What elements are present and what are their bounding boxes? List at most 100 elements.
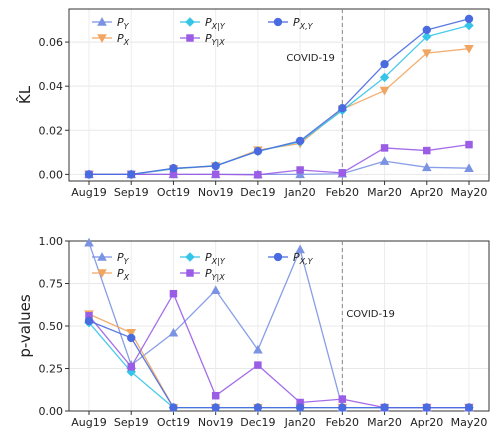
legend-swatch-marker [185, 17, 195, 27]
series-p-y-x-point [211, 391, 220, 400]
series-p-x-y-point [422, 31, 432, 42]
x-tick-label: Feb20 [326, 186, 359, 199]
y-tick-label: 0.06 [39, 36, 64, 49]
series-p-y-x-point [423, 146, 431, 155]
series-p-x-point [379, 86, 390, 96]
legend-label: PX [117, 32, 130, 47]
x-tick-label: May20 [451, 416, 488, 429]
y-axis-label: p-values [16, 294, 34, 358]
series-p-y-point [253, 344, 263, 354]
series-p-x-y-point [211, 161, 220, 171]
x-tick-label: Dec19 [240, 186, 275, 199]
series-p-y-point [379, 156, 390, 165]
series-p-y-x-point [127, 363, 135, 371]
x-tick-label: Apr20 [410, 186, 443, 199]
legend-label: PX,Y [293, 251, 314, 266]
series-p-y-point [295, 169, 305, 179]
x-tick-label: Jan20 [284, 416, 316, 429]
legend-swatch-marker [273, 17, 283, 27]
series-p-y-x-point [254, 361, 262, 369]
y-tick-label: 0.00 [39, 405, 64, 418]
series-p-y-x-line [88, 292, 469, 409]
x-tick-label: Sep19 [114, 416, 149, 429]
series-p-y-point [168, 327, 179, 337]
x-tick-label: Oct19 [157, 416, 190, 429]
chart-panel-2: 0.00 0.25 0.50 0.75 1.00 Aug19 Sep19 Oct19 Nov19… [16, 235, 490, 429]
series-p-y-point [295, 244, 305, 254]
series-p-y-x-point [169, 289, 178, 298]
legend-label: PX [117, 267, 130, 282]
series-p-y-x-point [380, 144, 389, 152]
y-tick-label: 0.75 [39, 278, 64, 291]
series-p-x-y-line [88, 320, 469, 409]
x-tick-label: Nov19 [198, 186, 233, 199]
series-p-x-y-point [169, 403, 178, 412]
x-tick-label: Nov19 [198, 416, 233, 429]
series-p-y-x-line [89, 143, 470, 176]
y-axis-label: K̂L [15, 85, 34, 104]
x-tick-label: Feb20 [326, 416, 359, 429]
series-p-x-y-point [169, 164, 178, 173]
legend-label: PY [117, 16, 130, 31]
series-p-x-point [126, 329, 137, 338]
plot-frame [68, 8, 490, 182]
series-p-x-y-point [338, 104, 347, 113]
series-p-x-y-point [422, 25, 431, 35]
series-p-y-x-point [254, 171, 262, 179]
series-p-x-y-point [84, 316, 94, 326]
legend-label: PX|Y [205, 251, 226, 266]
series-p-x-y-line [88, 322, 469, 409]
legend-label: PY|X [205, 32, 225, 47]
legend-swatch-marker [97, 252, 107, 261]
y-tick-label: 0.25 [39, 363, 64, 376]
series-p-x-y-line [89, 18, 470, 176]
series-p-x-y-point [295, 403, 305, 412]
x-tick-label: Aug19 [71, 186, 106, 199]
covid-annotation: COVID-19 [286, 53, 335, 64]
legend-label: PY [117, 251, 130, 266]
series-p-x-point [464, 44, 474, 54]
covid-annotation: COVID-19 [346, 309, 395, 320]
y-tick-label: 0.02 [39, 124, 64, 137]
series-p-x-point [421, 49, 432, 59]
y-tick-label: 0.50 [39, 320, 64, 333]
series-p-x-y-point [338, 403, 347, 412]
series-p-y-x-point [211, 170, 220, 179]
x-tick-label: Jan20 [284, 186, 316, 199]
series-p-x-y-point [295, 136, 305, 146]
legend-swatch-marker [186, 269, 194, 277]
legend-label: PY|X [205, 267, 225, 282]
series-p-y-point [84, 237, 94, 247]
x-tick-label: May20 [451, 186, 488, 199]
y-tick-label: 1.00 [39, 235, 64, 248]
x-tick-label: Mar20 [367, 186, 402, 199]
series-p-x-y-line [89, 24, 470, 176]
chart-panel-1: 0.00 0.02 0.04 0.06 Aug19 Sep19 Oct19 Nov19 Dec1… [15, 8, 490, 199]
series-p-x-y-point [380, 59, 389, 69]
x-tick-label: Oct19 [157, 186, 190, 199]
series-p-y-line [88, 242, 469, 409]
y-tick-label: 0.04 [39, 80, 64, 93]
x-tick-label: Aug19 [71, 416, 106, 429]
series-p-x-line [88, 313, 469, 409]
y-tick-label: 0.00 [39, 168, 64, 181]
series-p-x-y-point [464, 20, 474, 31]
legend-label: PX,Y [293, 16, 314, 31]
series-p-x-y-point [379, 72, 390, 83]
series-p-y-point [464, 163, 474, 172]
series-p-y-x-point [296, 166, 304, 174]
legend-swatch-marker [186, 34, 194, 42]
series-p-y-x-point [465, 140, 473, 149]
x-tick-label: Dec19 [240, 416, 275, 429]
series-p-y-x-point [338, 395, 347, 403]
series-p-x-y-point [127, 333, 136, 343]
x-tick-label: Mar20 [367, 416, 402, 429]
series-p-x-y-point [422, 403, 431, 412]
legend-swatch-marker [185, 252, 195, 262]
series-p-x-y-point [127, 170, 136, 179]
series-p-x-y-point [211, 403, 220, 412]
legend-swatch-marker [97, 34, 107, 43]
